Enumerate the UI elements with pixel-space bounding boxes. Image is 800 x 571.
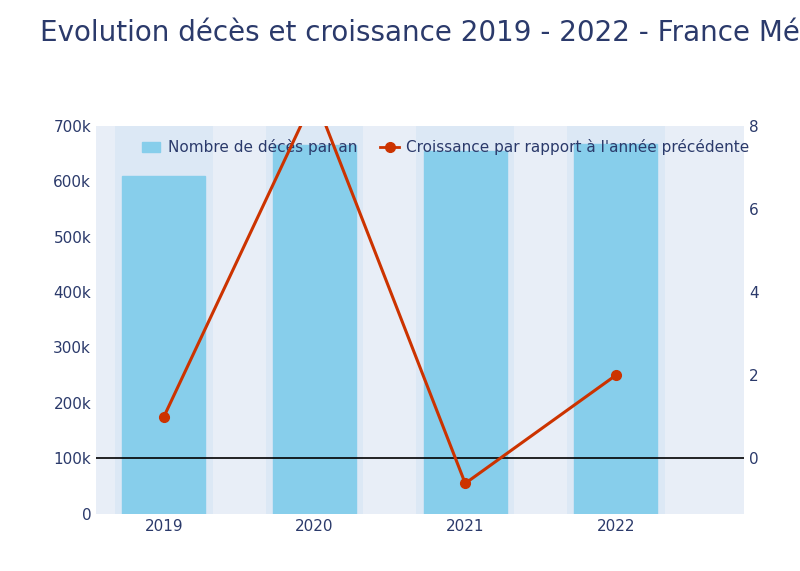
Bar	[122, 175, 206, 514]
Bar	[266, 126, 363, 514]
Bar	[273, 145, 356, 514]
Text: Evolution décès et croissance 2019 - 2022 - France Métropilitaine: Evolution décès et croissance 2019 - 202…	[40, 17, 800, 47]
Bar	[567, 126, 665, 514]
Bar	[574, 144, 658, 514]
Bar	[424, 151, 506, 514]
Legend: Nombre de décès par an, Croissance par rapport à l'année précédente: Nombre de décès par an, Croissance par r…	[136, 133, 756, 162]
Bar	[115, 126, 213, 514]
Bar	[416, 126, 514, 514]
